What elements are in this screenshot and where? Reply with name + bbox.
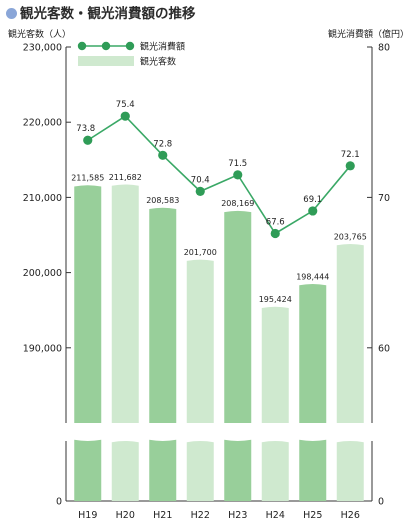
bar-lower bbox=[224, 439, 252, 501]
line-value-label: 72.8 bbox=[153, 139, 172, 149]
legend-marker-swatch bbox=[77, 41, 87, 51]
bar-upper bbox=[299, 284, 327, 423]
bar-value-label: 195,424 bbox=[259, 295, 292, 304]
line-point-marker bbox=[308, 206, 318, 216]
bar-upper bbox=[149, 207, 177, 423]
bar-value-label: 201,700 bbox=[184, 248, 217, 257]
bar-value-label: 208,583 bbox=[146, 196, 179, 205]
legend-marker-swatch bbox=[125, 41, 135, 51]
y-axis-right-title: 観光消費額（億円） bbox=[328, 28, 409, 40]
line-point-marker bbox=[158, 150, 168, 160]
legend-bar-swatch bbox=[78, 56, 134, 66]
bar-lower bbox=[111, 441, 139, 501]
bar-upper bbox=[111, 184, 139, 423]
line-value-label: 70.4 bbox=[191, 175, 210, 185]
bar-upper bbox=[186, 259, 214, 423]
y-right-tick-label: 0 bbox=[378, 497, 384, 508]
y-left-tick-label: 210,000 bbox=[23, 193, 62, 204]
y-left-tick-label: 190,000 bbox=[23, 343, 62, 354]
y-right-tick-label: 60 bbox=[378, 343, 390, 354]
y-left-tick-label: 220,000 bbox=[23, 118, 62, 129]
chart-title: 観光客数・観光消費額の推移 bbox=[6, 2, 196, 22]
line-value-label: 73.8 bbox=[76, 124, 95, 134]
line-series-path bbox=[87, 115, 351, 235]
line-value-label: 75.4 bbox=[116, 100, 135, 110]
bar-upper bbox=[74, 185, 102, 423]
bar-value-label: 198,444 bbox=[296, 272, 329, 281]
y-axis-left-title: 観光客数（人） bbox=[8, 28, 71, 40]
line-point-marker bbox=[120, 111, 130, 121]
line-value-label: 72.1 bbox=[341, 150, 360, 160]
x-tick-label: H25 bbox=[303, 510, 322, 521]
bar-lower bbox=[336, 441, 364, 501]
line-point-marker bbox=[83, 135, 93, 145]
chart-title-text: 観光客数・観光消費額の推移 bbox=[20, 6, 196, 22]
title-bullet-icon bbox=[6, 8, 17, 19]
legend-label-line: 観光消費額 bbox=[140, 41, 185, 53]
bar-value-label: 208,169 bbox=[221, 199, 254, 208]
line-point-marker bbox=[345, 161, 355, 171]
legend-marker-swatch bbox=[101, 41, 111, 51]
bar-value-label: 211,585 bbox=[71, 173, 104, 182]
line-value-label: 69.1 bbox=[303, 195, 322, 205]
x-tick-label: H26 bbox=[341, 510, 360, 521]
x-tick-label: H22 bbox=[191, 510, 210, 521]
bar-upper bbox=[224, 210, 252, 423]
x-tick-label: H19 bbox=[78, 510, 97, 521]
bar-lower bbox=[149, 439, 177, 501]
bar-value-label: 211,682 bbox=[109, 173, 142, 182]
bar-lower bbox=[261, 441, 289, 501]
y-right-tick-label: 70 bbox=[378, 193, 390, 204]
y-left-tick-label: 0 bbox=[56, 497, 62, 508]
y-left-tick-label: 230,000 bbox=[23, 43, 62, 54]
line-point-marker bbox=[270, 228, 280, 239]
line-point-marker bbox=[195, 186, 205, 196]
x-tick-label: H20 bbox=[116, 510, 135, 521]
y-left-tick-label: 200,000 bbox=[23, 268, 62, 279]
axis-break-gap bbox=[61, 434, 377, 439]
line-value-label: 71.5 bbox=[228, 159, 247, 169]
x-tick-label: H23 bbox=[228, 510, 247, 521]
bar-lower bbox=[186, 441, 214, 501]
line-value-label: 67.6 bbox=[266, 217, 285, 227]
legend-label-bar: 観光客数 bbox=[140, 56, 176, 68]
bar-upper bbox=[336, 244, 364, 423]
bar-value-label: 203,765 bbox=[334, 232, 367, 241]
x-tick-label: H21 bbox=[153, 510, 172, 521]
bar-lower bbox=[299, 439, 327, 501]
bar-upper bbox=[261, 306, 289, 423]
bar-lower bbox=[74, 439, 102, 501]
x-tick-label: H24 bbox=[266, 510, 285, 521]
line-point-marker bbox=[233, 170, 243, 180]
y-right-tick-label: 80 bbox=[378, 43, 390, 54]
